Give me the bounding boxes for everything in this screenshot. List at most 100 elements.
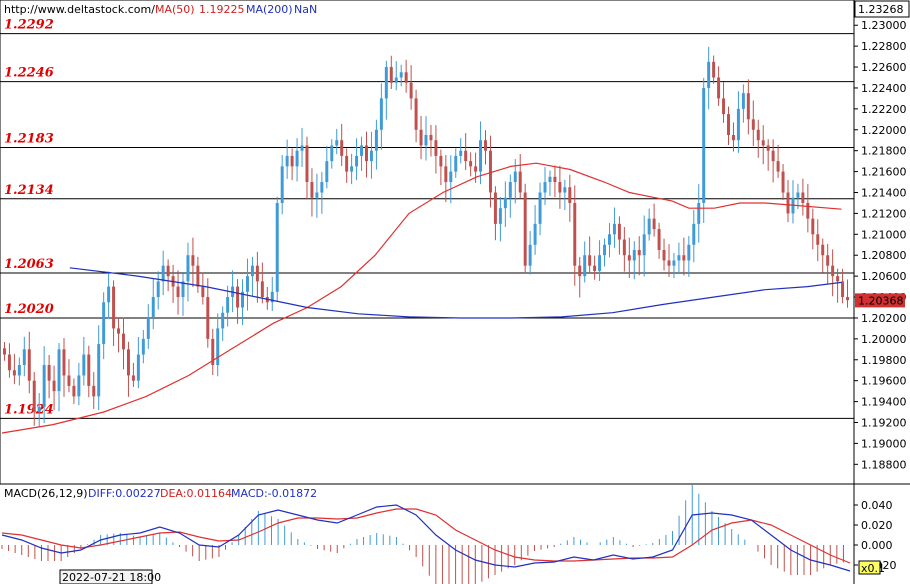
candle[interactable] xyxy=(87,345,91,398)
candle[interactable] xyxy=(32,371,36,426)
candle[interactable] xyxy=(315,173,319,218)
candle[interactable] xyxy=(722,82,726,123)
candle[interactable] xyxy=(27,331,31,394)
candle[interactable] xyxy=(399,64,403,87)
candle[interactable] xyxy=(136,336,140,389)
candle[interactable] xyxy=(647,208,651,241)
candle[interactable] xyxy=(72,378,76,404)
candle[interactable] xyxy=(22,336,26,377)
candle[interactable] xyxy=(811,208,815,250)
candle[interactable] xyxy=(578,256,582,298)
candle[interactable] xyxy=(275,196,279,302)
candle[interactable] xyxy=(657,222,661,259)
candle[interactable] xyxy=(360,136,364,171)
candle[interactable] xyxy=(682,237,686,276)
candle[interactable] xyxy=(771,139,775,183)
candle[interactable] xyxy=(533,205,537,255)
candle[interactable] xyxy=(57,343,61,412)
candle[interactable] xyxy=(270,276,274,312)
candle[interactable] xyxy=(697,184,701,243)
candle[interactable] xyxy=(553,165,557,198)
candle[interactable] xyxy=(369,131,373,179)
candle[interactable] xyxy=(836,268,840,303)
candle[interactable] xyxy=(736,91,740,153)
candle[interactable] xyxy=(206,278,210,348)
candle[interactable] xyxy=(295,138,299,182)
candle[interactable] xyxy=(439,149,443,186)
candle[interactable] xyxy=(176,270,180,315)
candle[interactable] xyxy=(156,271,160,310)
candle[interactable] xyxy=(672,252,676,279)
candle[interactable] xyxy=(801,178,805,216)
candle[interactable] xyxy=(82,336,86,386)
candle[interactable] xyxy=(558,165,562,209)
candle[interactable] xyxy=(141,330,145,364)
candle[interactable] xyxy=(761,125,765,165)
candle[interactable] xyxy=(112,280,116,346)
candlesticks[interactable] xyxy=(2,46,850,428)
candle[interactable] xyxy=(216,313,220,377)
candle[interactable] xyxy=(588,236,592,274)
candle[interactable] xyxy=(241,279,245,326)
candle[interactable] xyxy=(330,139,334,169)
candle[interactable] xyxy=(310,168,314,217)
candle[interactable] xyxy=(454,148,458,178)
candle[interactable] xyxy=(548,170,552,196)
candle[interactable] xyxy=(42,346,46,424)
candle[interactable] xyxy=(781,164,785,201)
candle[interactable] xyxy=(603,238,607,267)
candle[interactable] xyxy=(464,133,468,170)
candle[interactable] xyxy=(717,66,721,106)
candle[interactable] xyxy=(17,357,21,386)
candle[interactable] xyxy=(816,219,820,262)
candle[interactable] xyxy=(528,230,532,275)
candle[interactable] xyxy=(181,273,185,316)
candle[interactable] xyxy=(166,259,170,292)
candle[interactable] xyxy=(796,183,800,210)
candle[interactable] xyxy=(394,61,398,91)
candle[interactable] xyxy=(434,125,438,174)
candle[interactable] xyxy=(47,354,51,399)
candle[interactable] xyxy=(493,186,497,241)
candle[interactable] xyxy=(146,304,150,349)
candle[interactable] xyxy=(102,292,106,360)
candle[interactable] xyxy=(617,216,621,255)
candle[interactable] xyxy=(707,46,711,110)
candle[interactable] xyxy=(404,59,408,93)
candle[interactable] xyxy=(598,240,602,281)
candle[interactable] xyxy=(786,179,790,223)
candle[interactable] xyxy=(409,65,413,110)
candle[interactable] xyxy=(806,184,810,233)
candle[interactable] xyxy=(712,55,716,84)
candle[interactable] xyxy=(107,271,111,319)
candle[interactable] xyxy=(449,155,453,204)
candle[interactable] xyxy=(340,123,344,166)
candle[interactable] xyxy=(607,223,611,258)
candle[interactable] xyxy=(97,325,101,411)
candle[interactable] xyxy=(285,139,289,179)
candle[interactable] xyxy=(826,243,830,285)
candle[interactable] xyxy=(484,130,487,165)
candle[interactable] xyxy=(122,317,125,370)
candle[interactable] xyxy=(260,262,264,304)
candle[interactable] xyxy=(12,353,16,385)
candle[interactable] xyxy=(568,174,572,222)
candle[interactable] xyxy=(503,181,507,227)
candle[interactable] xyxy=(67,359,71,393)
candle[interactable] xyxy=(226,285,230,327)
candle[interactable] xyxy=(543,166,547,206)
candle[interactable] xyxy=(131,362,135,387)
candle[interactable] xyxy=(280,155,284,215)
candle[interactable] xyxy=(37,393,41,428)
candle[interactable] xyxy=(508,174,512,218)
candle[interactable] xyxy=(126,341,130,397)
candle[interactable] xyxy=(538,182,542,236)
candle[interactable] xyxy=(751,100,755,147)
candle[interactable] xyxy=(384,60,388,120)
candle[interactable] xyxy=(622,227,626,272)
candle[interactable] xyxy=(355,138,359,181)
candle[interactable] xyxy=(731,122,735,152)
candle[interactable] xyxy=(77,362,81,406)
